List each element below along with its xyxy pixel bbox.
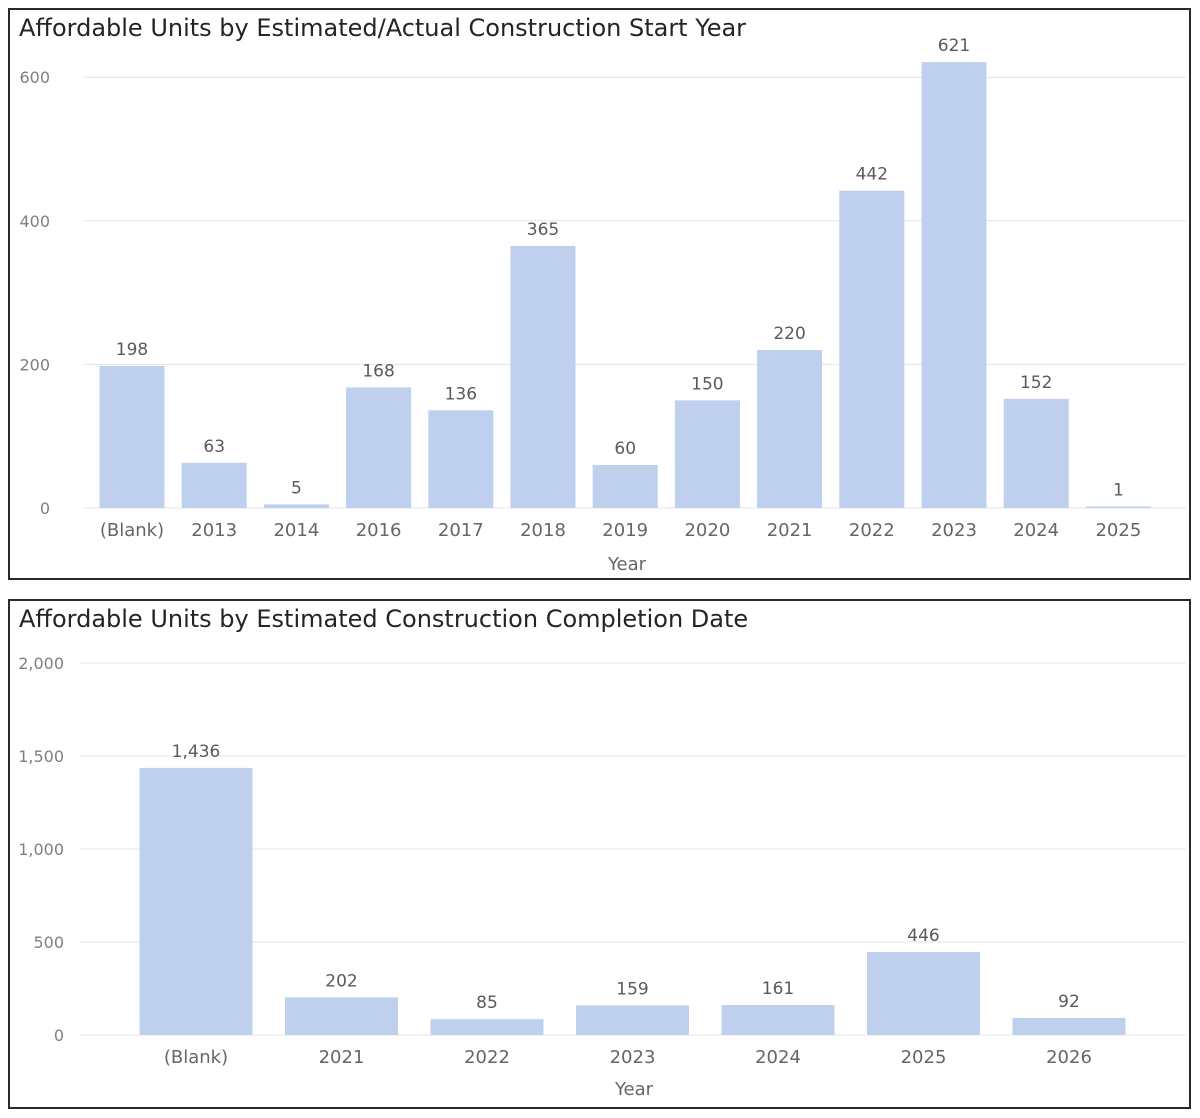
start-year-data-label: 168 bbox=[362, 361, 394, 381]
start-year-bar-(Blank)[interactable] bbox=[99, 365, 165, 508]
start-year-data-label: 1 bbox=[1113, 481, 1124, 501]
start-year-data-label: 60 bbox=[614, 439, 636, 459]
start-year-bar-2019[interactable] bbox=[592, 464, 658, 508]
start-year-x-tick-label: 2025 bbox=[1095, 520, 1141, 541]
start-year-y-tick-label: 600 bbox=[19, 68, 50, 87]
start-year-bar-2013[interactable] bbox=[181, 462, 247, 508]
start-year-x-tick-label: 2020 bbox=[684, 520, 730, 541]
completion-date-data-label: 92 bbox=[1058, 992, 1080, 1012]
completion-date-x-tick-label: (Blank) bbox=[164, 1047, 228, 1068]
start-year-x-tick-label: 2016 bbox=[356, 520, 402, 541]
start-year-chart: 0200400600198(Blank)63201352014168201613… bbox=[19, 36, 1186, 575]
completion-date-chart-panel: Affordable Units by Estimated Constructi… bbox=[8, 599, 1191, 1109]
start-year-x-tick-label: 2024 bbox=[1013, 520, 1059, 541]
completion-date-x-tick-label: 2025 bbox=[901, 1047, 947, 1068]
start-year-bar-2021[interactable] bbox=[757, 350, 823, 508]
completion-date-data-label: 446 bbox=[907, 926, 939, 946]
completion-date-x-tick-label: 2021 bbox=[319, 1047, 365, 1068]
start-year-y-tick-label: 0 bbox=[40, 499, 50, 518]
completion-date-bar-2022[interactable] bbox=[430, 1019, 544, 1035]
completion-date-chart: 0 500 1,000 1,500 2,000 1,436 (Blank) 202 2021 85… bbox=[18, 654, 1186, 1100]
start-year-bar-2017[interactable] bbox=[428, 410, 494, 508]
start-year-bar-2022[interactable] bbox=[839, 190, 905, 509]
completion-date-bar-(Blank)[interactable] bbox=[139, 767, 253, 1035]
start-year-x-tick-label: 2013 bbox=[191, 520, 237, 541]
completion-date-x-tick-label: 2022 bbox=[464, 1047, 510, 1068]
completion-date-y-tick-label: 1,000 bbox=[18, 840, 64, 859]
start-year-x-tick-label: 2019 bbox=[602, 520, 648, 541]
completion-date-data-label: 1,436 bbox=[172, 742, 221, 762]
completion-date-y-tick-label: 1,500 bbox=[18, 747, 64, 766]
start-year-y-tick-label: 400 bbox=[19, 212, 50, 231]
start-year-x-tick-label: 2023 bbox=[931, 520, 977, 541]
start-year-data-label: 152 bbox=[1020, 373, 1052, 393]
completion-date-y-tick-label: 2,000 bbox=[18, 654, 64, 673]
completion-date-data-label: 161 bbox=[762, 979, 794, 999]
completion-date-x-axis-title: Year bbox=[614, 1079, 654, 1100]
start-year-x-tick-label: 2018 bbox=[520, 520, 566, 541]
start-year-data-label: 150 bbox=[691, 374, 723, 394]
start-year-data-label: 442 bbox=[856, 165, 888, 185]
completion-date-data-label: 202 bbox=[325, 971, 357, 991]
start-year-bar-2023[interactable] bbox=[921, 62, 987, 508]
completion-date-bar-2026[interactable] bbox=[1012, 1017, 1126, 1035]
start-year-x-tick-label: 2017 bbox=[438, 520, 484, 541]
start-year-bar-2014[interactable] bbox=[263, 504, 329, 508]
completion-date-bar-2021[interactable] bbox=[285, 997, 398, 1035]
completion-date-y-tick-label: 500 bbox=[33, 933, 64, 952]
start-year-chart-title: Affordable Units by Estimated/Actual Con… bbox=[19, 14, 747, 42]
completion-date-x-tick-label: 2023 bbox=[610, 1047, 656, 1068]
completion-date-chart-title: Affordable Units by Estimated Constructi… bbox=[19, 605, 749, 633]
start-year-x-tick-label: 2021 bbox=[767, 520, 813, 541]
start-year-data-label: 136 bbox=[445, 384, 477, 404]
completion-date-bar-2023[interactable] bbox=[576, 1005, 689, 1035]
start-year-x-tick-label: (Blank) bbox=[100, 520, 164, 541]
start-year-bar-2018[interactable] bbox=[510, 245, 576, 508]
start-year-bar-2024[interactable] bbox=[1003, 398, 1069, 508]
completion-date-x-tick-label: 2026 bbox=[1046, 1047, 1092, 1068]
start-year-x-tick-label: 2014 bbox=[273, 520, 319, 541]
completion-date-data-label: 85 bbox=[476, 993, 498, 1013]
completion-date-bar-2025[interactable] bbox=[867, 952, 980, 1035]
start-year-y-tick-label: 200 bbox=[19, 355, 50, 374]
start-year-chart-panel: Affordable Units by Estimated/Actual Con… bbox=[8, 8, 1191, 580]
start-year-data-label: 621 bbox=[938, 36, 970, 56]
start-year-bar-2016[interactable] bbox=[346, 387, 412, 508]
start-year-bar-2025[interactable] bbox=[1085, 506, 1151, 509]
completion-date-bar-2024[interactable] bbox=[721, 1005, 835, 1035]
start-year-x-tick-label: 2022 bbox=[849, 520, 895, 541]
start-year-data-label: 63 bbox=[203, 437, 225, 457]
start-year-data-label: 198 bbox=[116, 340, 148, 360]
start-year-data-label: 5 bbox=[291, 478, 302, 498]
completion-date-data-label: 159 bbox=[616, 979, 648, 999]
start-year-x-axis-title: Year bbox=[607, 554, 647, 575]
start-year-data-label: 220 bbox=[773, 324, 805, 344]
start-year-bar-2020[interactable] bbox=[674, 400, 740, 508]
completion-date-y-tick-label: 0 bbox=[54, 1026, 64, 1045]
start-year-data-label: 365 bbox=[527, 220, 559, 240]
completion-date-x-tick-label: 2024 bbox=[755, 1047, 801, 1068]
